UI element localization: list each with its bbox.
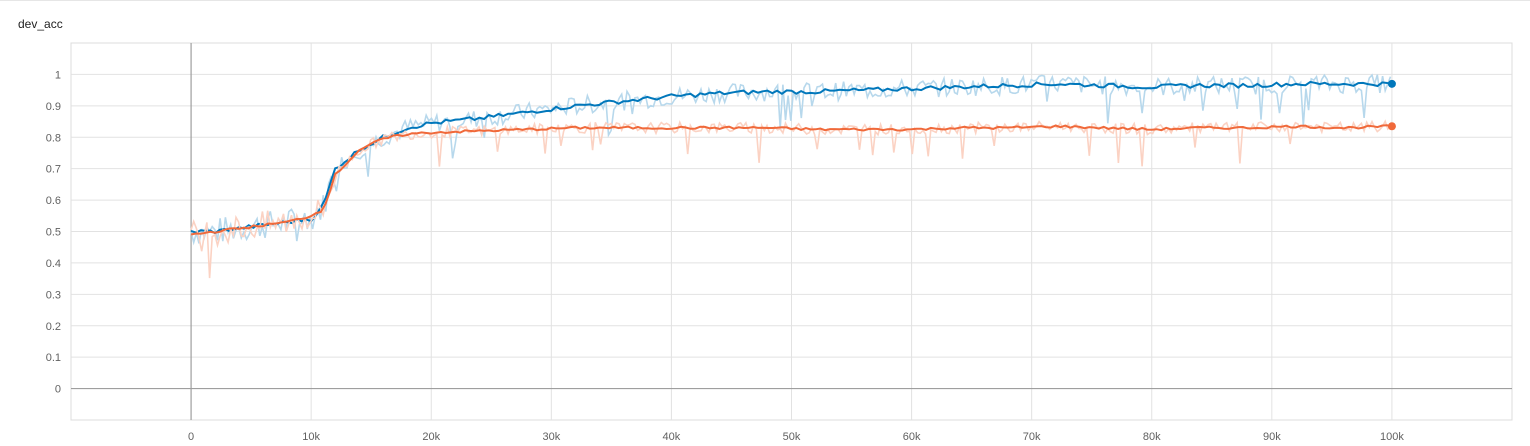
y-tick-label: 0.2 <box>46 321 61 333</box>
grid-lines <box>70 42 1513 421</box>
series-lines <box>190 73 1396 279</box>
series-0-raw-line <box>190 73 1392 246</box>
y-tick-label: 0.5 <box>46 227 61 239</box>
x-tick-label: 100k <box>1380 431 1404 443</box>
x-tick-label: 40k <box>663 431 681 443</box>
tick-labels: 0 10k 20k 30k 40k 50k 60k 70k 80k 90k 100k 0 0.1 0.2 0… <box>46 69 1405 443</box>
x-tick-label: 30k <box>542 431 560 443</box>
y-tick-label: 0.4 <box>46 258 61 270</box>
x-tick-label: 50k <box>783 431 801 443</box>
y-tick-label: 0.3 <box>46 289 61 301</box>
y-tick-label: 0.9 <box>46 101 61 113</box>
y-tick-label: 0.8 <box>46 132 61 144</box>
y-tick-label: 0 <box>55 384 61 396</box>
x-tick-label: 0 <box>188 431 194 443</box>
x-tick-label: 10k <box>302 431 320 443</box>
top-divider <box>0 0 1530 1</box>
x-tick-label: 80k <box>1143 431 1161 443</box>
series-1-end-point <box>1387 122 1396 131</box>
x-tick-label: 60k <box>903 431 921 443</box>
y-tick-label: 0.6 <box>46 195 61 207</box>
series-1-smoothed-line <box>190 124 1393 236</box>
chart-title: dev_acc <box>18 17 63 31</box>
series-0-end-point <box>1387 79 1396 88</box>
x-tick-label: 90k <box>1263 431 1281 443</box>
y-tick-label: 0.1 <box>46 352 61 364</box>
y-tick-label: 1 <box>55 69 61 81</box>
x-tick-label: 70k <box>1023 431 1041 443</box>
y-tick-label: 0.7 <box>46 164 61 176</box>
x-tick-label: 20k <box>422 431 440 443</box>
